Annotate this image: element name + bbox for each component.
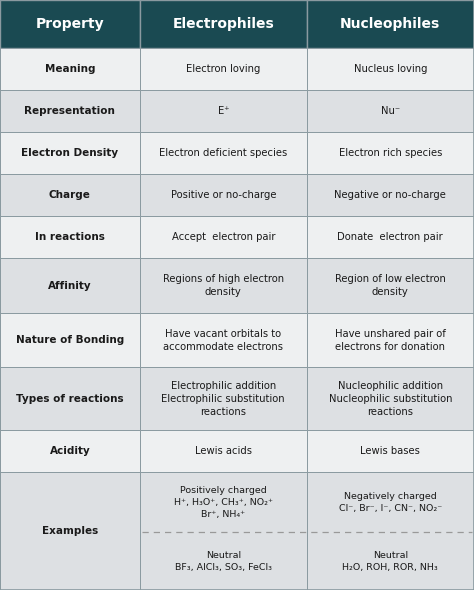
- Bar: [140, 174, 307, 217]
- Text: Nucleophilic addition
Nucleophilic substitution
reactions: Nucleophilic addition Nucleophilic subst…: [328, 381, 452, 417]
- Bar: [307, 90, 474, 132]
- Bar: [307, 313, 474, 368]
- Text: Nu⁻: Nu⁻: [381, 106, 400, 116]
- Text: Representation: Representation: [25, 106, 115, 116]
- Bar: [307, 473, 474, 590]
- Text: Electrophiles: Electrophiles: [173, 17, 274, 31]
- Text: E⁺: E⁺: [218, 106, 229, 116]
- Bar: [140, 217, 307, 258]
- Bar: [307, 217, 474, 258]
- Text: Meaning: Meaning: [45, 64, 95, 74]
- Text: In reactions: In reactions: [35, 232, 105, 242]
- Bar: [140, 0, 307, 48]
- Bar: [0, 368, 140, 431]
- Text: Nucleophiles: Nucleophiles: [340, 17, 440, 31]
- Text: Types of reactions: Types of reactions: [16, 394, 124, 404]
- Text: Electron rich species: Electron rich species: [338, 148, 442, 158]
- Bar: [140, 473, 307, 590]
- Bar: [0, 217, 140, 258]
- Bar: [0, 473, 140, 590]
- Text: Electron loving: Electron loving: [186, 64, 260, 74]
- Text: Region of low electron
density: Region of low electron density: [335, 274, 446, 297]
- Text: Negatively charged
Cl⁻, Br⁻, I⁻, CN⁻, NO₂⁻: Negatively charged Cl⁻, Br⁻, I⁻, CN⁻, NO…: [339, 492, 442, 513]
- Text: Donate  electron pair: Donate electron pair: [337, 232, 443, 242]
- Bar: [140, 313, 307, 368]
- Bar: [307, 174, 474, 217]
- Text: Lewis acids: Lewis acids: [195, 447, 252, 457]
- Text: Regions of high electron
density: Regions of high electron density: [163, 274, 284, 297]
- Text: Accept  electron pair: Accept electron pair: [172, 232, 275, 242]
- Bar: [0, 48, 140, 90]
- Bar: [307, 431, 474, 473]
- Bar: [140, 132, 307, 174]
- Text: Nature of Bonding: Nature of Bonding: [16, 335, 124, 345]
- Bar: [0, 431, 140, 473]
- Bar: [140, 48, 307, 90]
- Bar: [0, 258, 140, 313]
- Text: Property: Property: [36, 17, 104, 31]
- Text: Neutral
H₂O, ROH, ROR, NH₃: Neutral H₂O, ROH, ROR, NH₃: [342, 551, 438, 572]
- Text: Positively charged
H⁺, H₃O⁺, CH₃⁺, NO₂⁺
Br⁺, NH₄⁺: Positively charged H⁺, H₃O⁺, CH₃⁺, NO₂⁺ …: [174, 486, 273, 519]
- Text: Neutral
BF₃, AlCl₃, SO₃, FeCl₃: Neutral BF₃, AlCl₃, SO₃, FeCl₃: [175, 551, 272, 572]
- Bar: [307, 0, 474, 48]
- Text: Electron Density: Electron Density: [21, 148, 118, 158]
- Bar: [140, 90, 307, 132]
- Bar: [0, 132, 140, 174]
- Bar: [307, 368, 474, 431]
- Bar: [0, 313, 140, 368]
- Bar: [0, 0, 140, 48]
- Bar: [307, 132, 474, 174]
- Text: Acidity: Acidity: [50, 447, 90, 457]
- Bar: [0, 90, 140, 132]
- Text: Positive or no-charge: Positive or no-charge: [171, 191, 276, 201]
- Bar: [140, 431, 307, 473]
- Text: Lewis bases: Lewis bases: [360, 447, 420, 457]
- Text: Affinity: Affinity: [48, 281, 92, 291]
- Text: Electrophilic addition
Electrophilic substitution
reactions: Electrophilic addition Electrophilic sub…: [162, 381, 285, 417]
- Text: Have unshared pair of
electrons for donation: Have unshared pair of electrons for dona…: [335, 329, 446, 352]
- Text: Have vacant orbitals to
accommodate electrons: Have vacant orbitals to accommodate elec…: [163, 329, 283, 352]
- Bar: [140, 258, 307, 313]
- Text: Charge: Charge: [49, 191, 91, 201]
- Text: Examples: Examples: [42, 526, 98, 536]
- Text: Negative or no-charge: Negative or no-charge: [334, 191, 447, 201]
- Text: Electron deficient species: Electron deficient species: [159, 148, 287, 158]
- Bar: [140, 368, 307, 431]
- Bar: [307, 258, 474, 313]
- Bar: [0, 174, 140, 217]
- Bar: [307, 48, 474, 90]
- Text: Nucleus loving: Nucleus loving: [354, 64, 427, 74]
